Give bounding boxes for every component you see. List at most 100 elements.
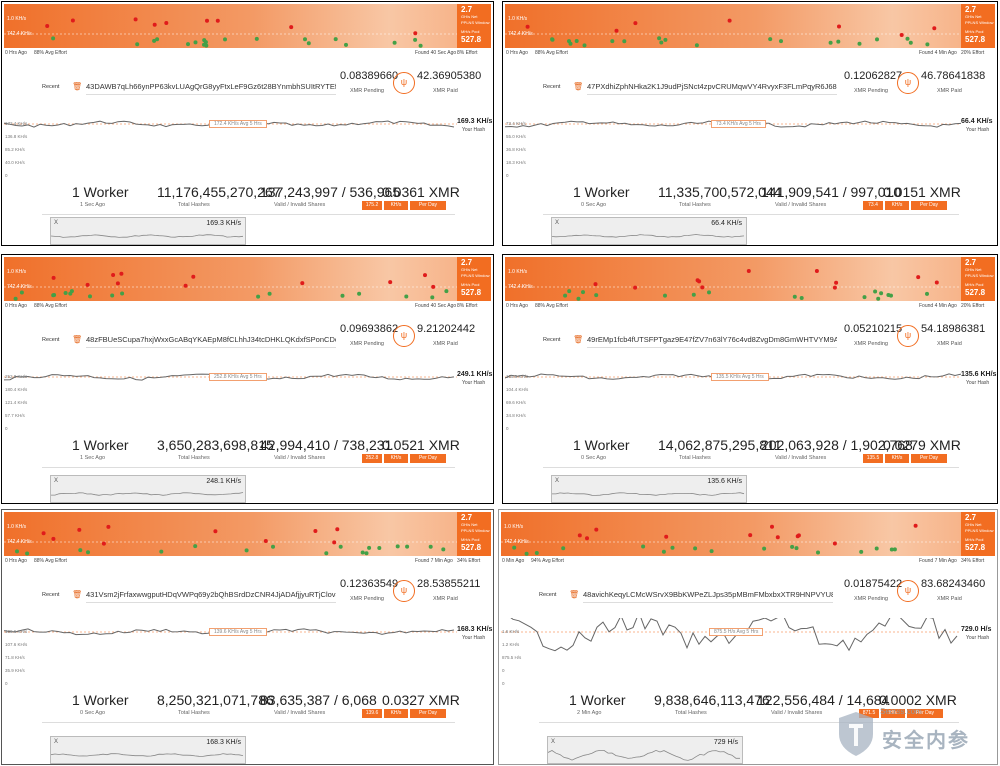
unit-select[interactable]: KH/s: [384, 709, 408, 718]
unit-select[interactable]: KH/s: [885, 454, 909, 463]
pool-panel: 1.0 KH/s 742.4 KH/s 2.7 GH/s Net PPLNS Windo…: [1, 509, 494, 765]
unit-select[interactable]: KH/s: [384, 454, 408, 463]
address-underline: [587, 94, 837, 95]
xmr-paid-label: XMR Paid: [433, 341, 458, 347]
side-window: PPLNS Window: [461, 20, 490, 25]
close-icon[interactable]: X: [555, 478, 560, 484]
close-icon[interactable]: X: [555, 220, 560, 226]
hashrate-rate-input[interactable]: 871.5: [859, 709, 879, 718]
wallet-address[interactable]: 43DAWB7qLh66ynPP63kvLUAgQrG8yyFtxLeF9Gz6…: [86, 82, 336, 91]
banner-time-ago: 0 Hrs Ago: [506, 50, 528, 56]
trash-icon[interactable]: 🗑: [573, 82, 584, 91]
pool-panel: 1.0 KH/s 742.4 KH/s 2.7 GH/s Net PPLNS Windo…: [498, 509, 998, 765]
period-select[interactable]: Per Day: [410, 709, 446, 718]
share-dot-green: [333, 37, 338, 42]
worker-last-seen: 1 Sec Ago: [80, 455, 106, 461]
trash-icon[interactable]: 🗑: [569, 590, 580, 599]
recent-dropdown[interactable]: Recent: [543, 84, 561, 90]
pool-banner-chart: 1.0 KH/s 742.4 KH/s: [501, 512, 961, 556]
close-icon[interactable]: X: [54, 220, 59, 226]
share-dot-green: [709, 549, 714, 554]
block-dot-red: [832, 285, 837, 290]
recent-dropdown[interactable]: Recent: [543, 337, 561, 343]
y-tick-label: 36.8 KH/s: [506, 147, 526, 152]
wallet-address[interactable]: 48avichKeqyLCMcWSrvX9BbKWPeZLJps35pMBmFM…: [583, 590, 833, 599]
banner-time-ago: 0 Hrs Ago: [506, 303, 528, 309]
hashrate-label: Your Hash: [966, 380, 990, 386]
banner-effort-right: 20% Effort: [961, 303, 985, 309]
period-select[interactable]: Per Day: [410, 201, 446, 210]
y-tick-label: 135.5 KH/s: [506, 374, 529, 379]
unit-select[interactable]: KH/s: [384, 201, 408, 210]
block-dot-red: [577, 533, 582, 538]
pool-panel: 1.0 KH/s 742.4 KH/s 2.7 GH/s Net PPLNS Windo…: [502, 1, 998, 246]
period-select[interactable]: Per Day: [911, 454, 947, 463]
share-dot-green: [186, 42, 190, 47]
banner-found: Found 4 Min Ago: [919, 303, 957, 309]
close-icon[interactable]: X: [54, 739, 59, 745]
y-tick-label: 0: [5, 173, 8, 178]
side-net-label: GH/s Net: [461, 14, 478, 19]
trash-icon[interactable]: 🗑: [573, 335, 584, 344]
worker-count[interactable]: 1 Worker: [72, 184, 129, 200]
block-dot-red: [697, 279, 702, 284]
total-hashes-label: Total Hashes: [178, 202, 210, 208]
banner-avg-effort: 94% Avg Effort: [531, 558, 564, 564]
worker-count[interactable]: 1 Worker: [569, 692, 626, 708]
hashrate-rate-input[interactable]: 73.4: [863, 201, 883, 210]
trash-icon[interactable]: 🗑: [72, 590, 83, 599]
block-dot-red: [215, 18, 220, 23]
share-dot-green: [430, 295, 435, 300]
period-select[interactable]: Per Day: [410, 454, 446, 463]
unit-select[interactable]: H/s: [881, 709, 905, 718]
total-hashes-label: Total Hashes: [178, 455, 210, 461]
share-dot-green: [876, 296, 881, 301]
recent-dropdown[interactable]: Recent: [42, 592, 60, 598]
block-dot-red: [796, 533, 801, 538]
share-dot-green: [694, 43, 699, 48]
block-dots-plot: [4, 17, 457, 48]
recent-dropdown[interactable]: Recent: [539, 592, 557, 598]
trash-icon[interactable]: 🗑: [72, 335, 83, 344]
close-icon[interactable]: X: [54, 478, 59, 484]
wallet-address[interactable]: 49rEMp1fcb4fUTSFPTgaz9E47fZV7n63lY76c4vd…: [587, 335, 837, 344]
recent-dropdown[interactable]: Recent: [42, 84, 60, 90]
mini-sparkline: [552, 234, 745, 238]
period-select[interactable]: Per Day: [907, 709, 943, 718]
worker-count[interactable]: 1 Worker: [72, 437, 129, 453]
worker-count[interactable]: 1 Worker: [573, 184, 630, 200]
block-dot-red: [934, 280, 939, 285]
pool-banner-chart: 1.0 KH/s 742.4 KH/s: [4, 257, 457, 301]
share-dot-green: [256, 294, 261, 299]
hashrate-rate-input[interactable]: 252.8: [362, 454, 382, 463]
wallet-address[interactable]: 431Vsm2jFrfaxwwgputHDqVWPq69y2bQhBSrdDzC…: [86, 590, 336, 599]
banner-speed-mid: 742.4 KH/s: [504, 539, 529, 545]
side-pool-value: 527.8: [461, 543, 482, 552]
shares-label: Valid / Invalid Shares: [771, 710, 823, 716]
hashrate-rate-input[interactable]: 175.2: [362, 201, 382, 210]
block-dot-red: [614, 28, 619, 33]
wallet-address[interactable]: 47PXdhiZphNHka2K1J9udPjSNct4zpvCRUMqwVY4…: [587, 82, 837, 91]
period-select[interactable]: Per Day: [911, 201, 947, 210]
hashrate-rate-input[interactable]: 135.5: [863, 454, 883, 463]
xmr-pending-value: 0.12062827: [844, 70, 903, 82]
unit-select[interactable]: KH/s: [885, 201, 909, 210]
side-pool-value: 527.8: [461, 288, 482, 297]
share-dot-green: [444, 289, 449, 294]
wallet-address[interactable]: 48zFBUeSCupa7hxjWxxGcABqYKAEpM8fCLhhJ34t…: [86, 335, 336, 344]
block-dot-red: [133, 17, 138, 22]
worker-count[interactable]: 1 Worker: [72, 692, 129, 708]
banner-speed-top: 1.0 KH/s: [7, 524, 27, 530]
pool-logo-icon: ψ: [897, 580, 919, 602]
xmr-pending-label: XMR Pending: [854, 88, 888, 94]
block-dot-red: [633, 285, 638, 290]
banner-avg-effort: 88% Avg Effort: [535, 303, 568, 309]
share-dot-green: [254, 36, 259, 41]
recent-dropdown[interactable]: Recent: [42, 337, 60, 343]
trash-icon[interactable]: 🗑: [72, 82, 83, 91]
worker-count[interactable]: 1 Worker: [573, 437, 630, 453]
xmr-per-day: 0.0151 XMR: [883, 184, 961, 200]
block-dot-red: [593, 282, 598, 287]
close-icon[interactable]: X: [551, 739, 556, 745]
hashrate-rate-input[interactable]: 139.6: [362, 709, 382, 718]
